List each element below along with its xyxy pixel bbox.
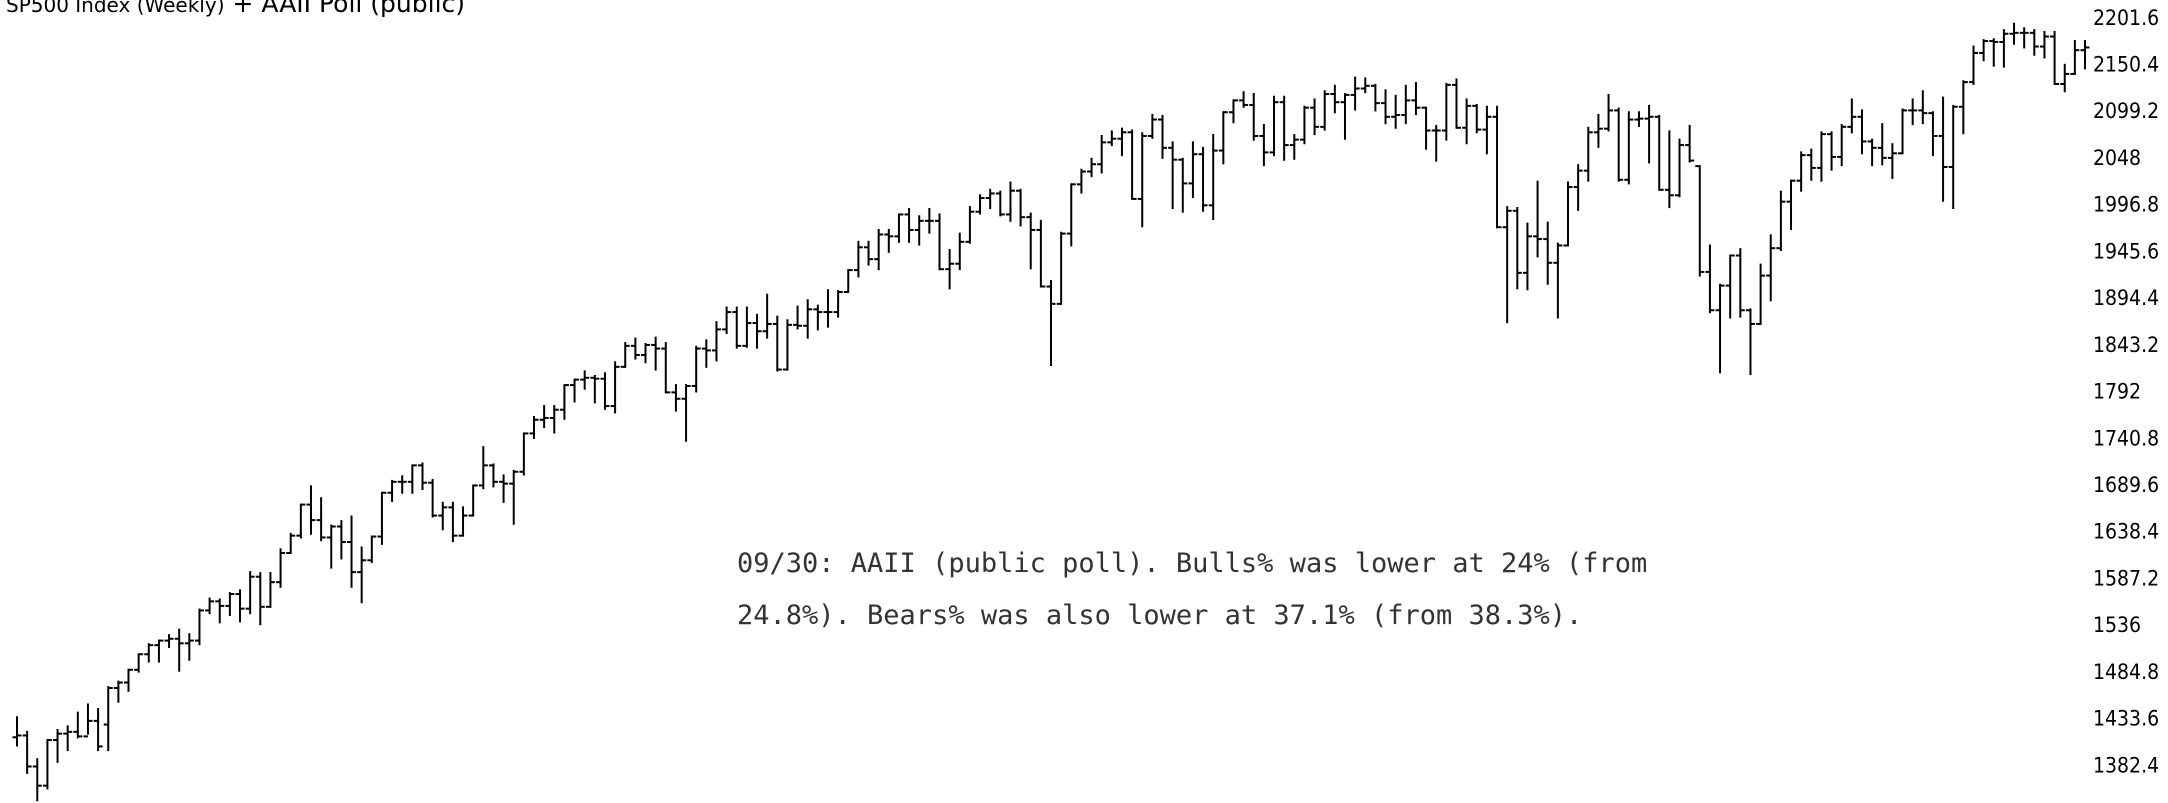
y-tick-label: 1587.2 (2093, 566, 2159, 590)
annotation-line: 24.8%). Bears% was also lower at 37.1% (… (737, 600, 1582, 631)
y-tick-label: 1843.2 (2093, 333, 2159, 357)
subtitle: + AAII Poll (public) (233, 0, 466, 18)
y-tick-label: 1945.6 (2093, 239, 2159, 263)
y-tick-label: 2150.4 (2093, 53, 2159, 77)
y-tick-label: 2201.6 (2093, 6, 2159, 30)
y-tick-label: 2099.2 (2093, 99, 2159, 123)
y-tick-label: 1689.6 (2093, 473, 2159, 497)
y-tick-label: 1382.4 (2093, 753, 2159, 777)
y-tick-label: 1638.4 (2093, 520, 2159, 544)
y-tick-label: 1433.6 (2093, 707, 2159, 731)
y-tick-label: 1740.8 (2093, 426, 2159, 450)
y-tick-label: 1996.8 (2093, 193, 2159, 217)
y-tick-label: 1536 (2093, 613, 2141, 637)
title: SP500 Index (Weekly) (6, 0, 225, 17)
y-tick-label: 2048 (2093, 146, 2141, 170)
y-tick-label: 1484.8 (2093, 660, 2159, 684)
annotation-line: 09/30: AAII (public poll). Bulls% was lo… (737, 548, 1647, 579)
chart-title: SP500 Index (Weekly) + AAII Poll (public) (6, 0, 465, 18)
y-tick-label: 1894.4 (2093, 286, 2159, 310)
y-tick-label: 1792 (2093, 380, 2141, 404)
